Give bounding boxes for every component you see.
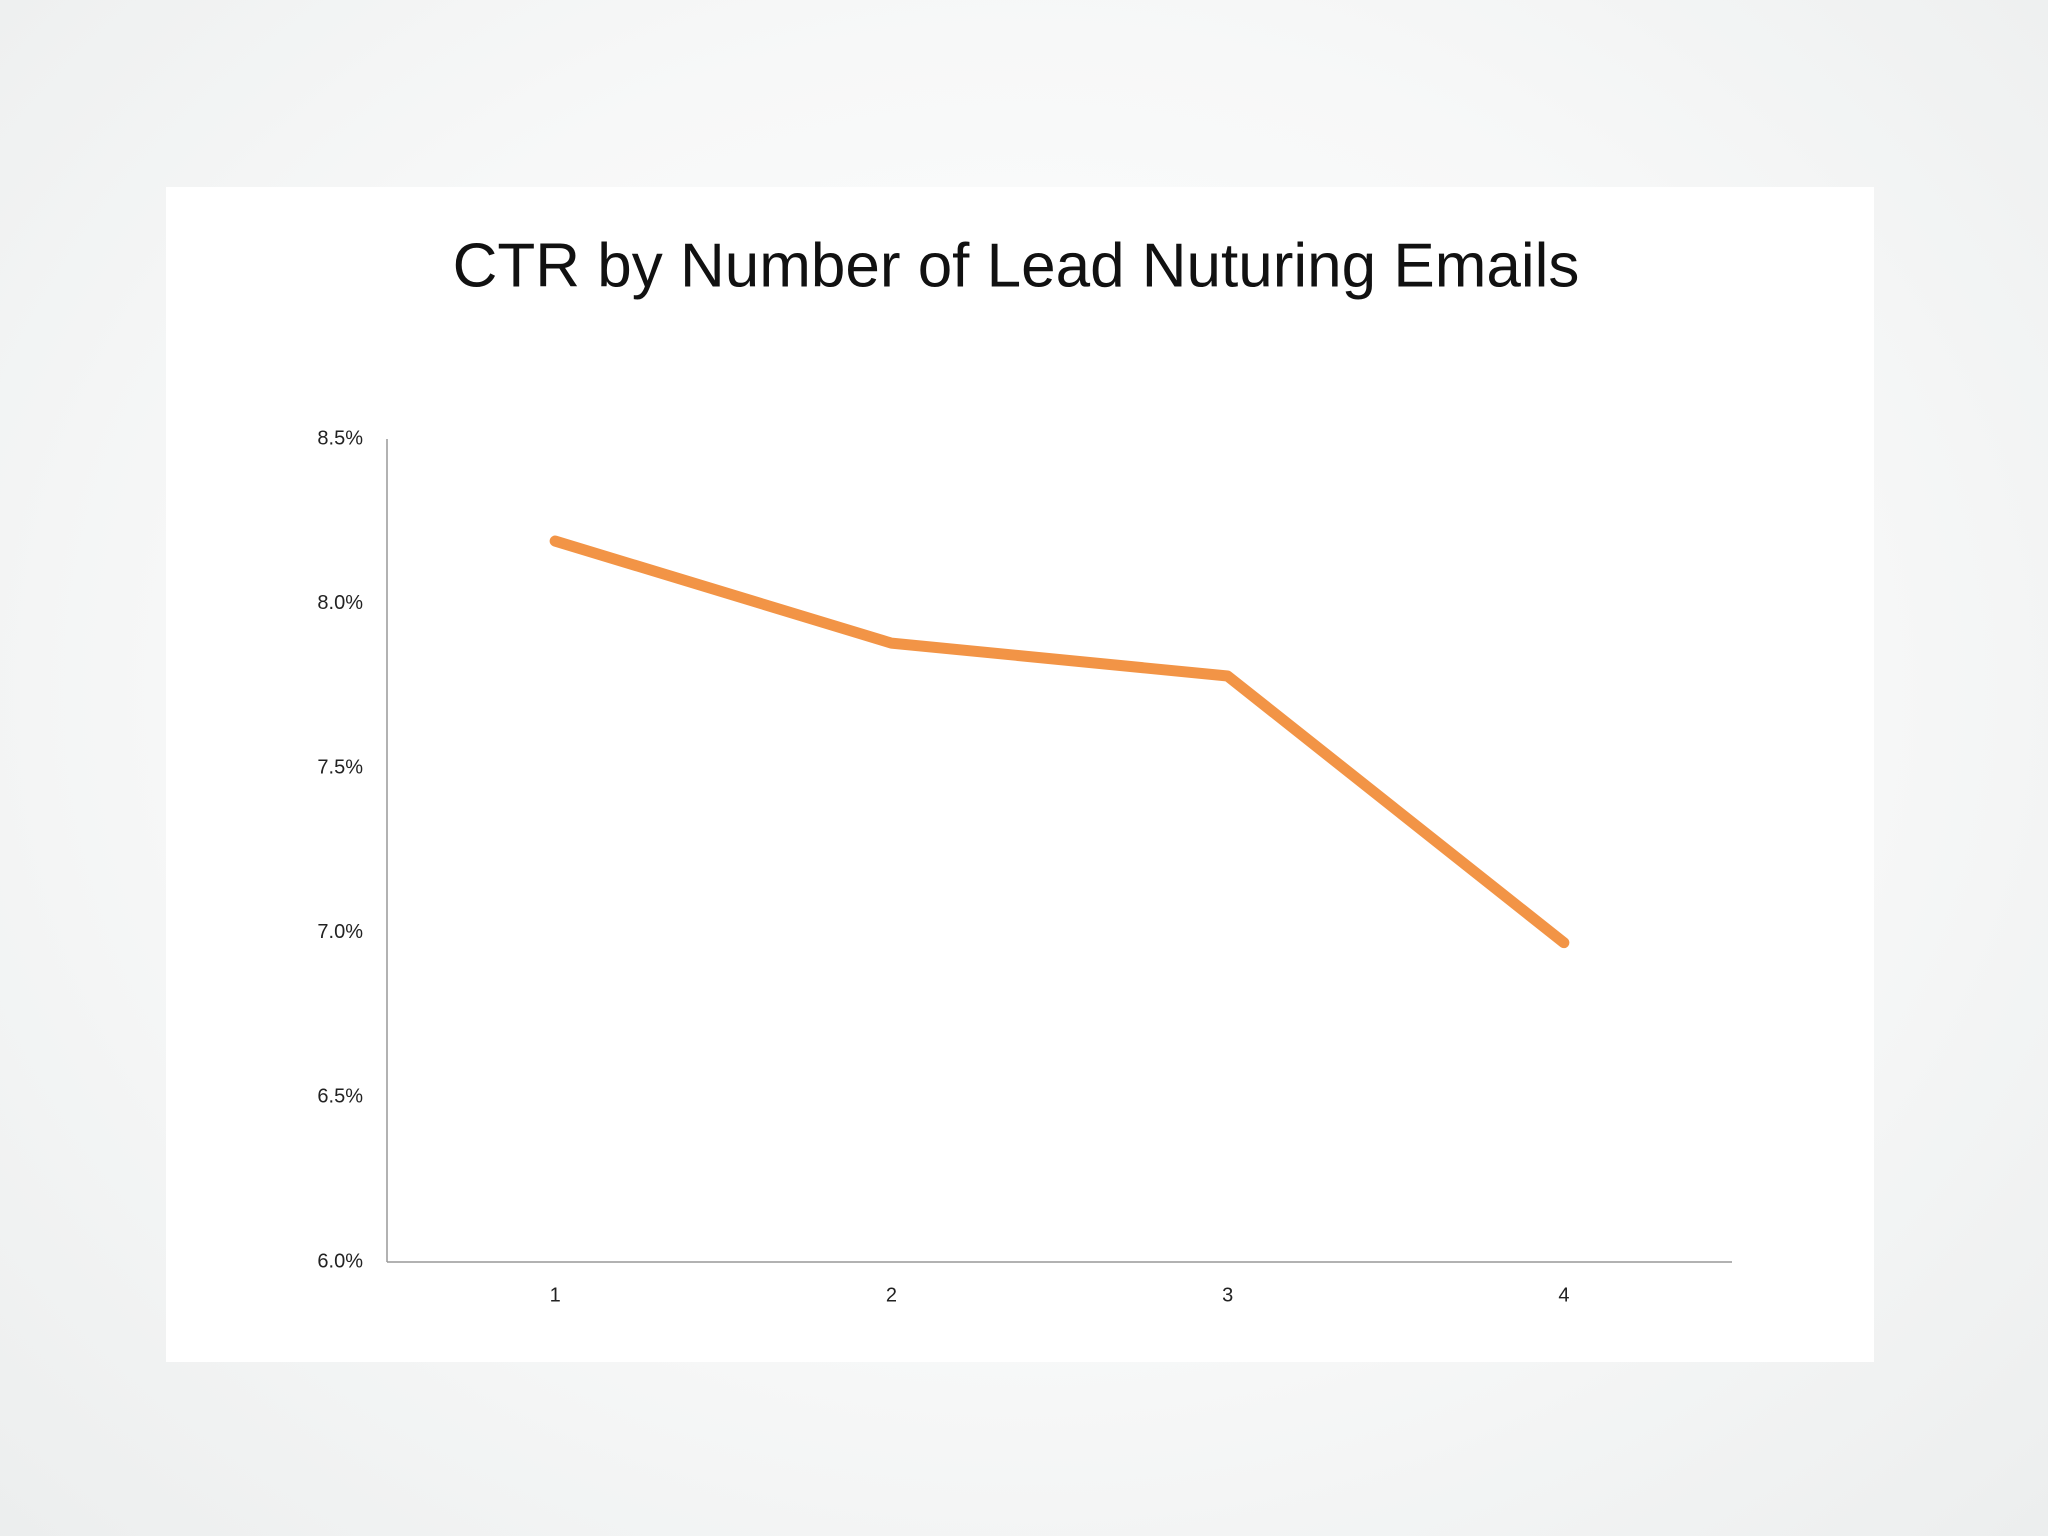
y-tick-label: 8.0% — [317, 592, 363, 614]
x-tick-label: 4 — [1558, 1284, 1569, 1306]
y-tick-label: 6.0% — [317, 1250, 363, 1272]
y-tick-label: 6.5% — [317, 1086, 363, 1108]
data-line — [549, 535, 1570, 949]
x-tick-label: 1 — [550, 1284, 561, 1306]
x-tick-label: 2 — [886, 1284, 897, 1306]
y-tick-label: 8.5% — [317, 427, 363, 449]
y-tick-label: 7.0% — [317, 921, 363, 943]
chart-title: CTR by Number of Lead Nuturing Emails — [453, 231, 1580, 300]
y-tick-label: 7.5% — [317, 756, 363, 778]
slide-panel — [166, 187, 1874, 1362]
x-tick-label: 3 — [1222, 1284, 1233, 1306]
